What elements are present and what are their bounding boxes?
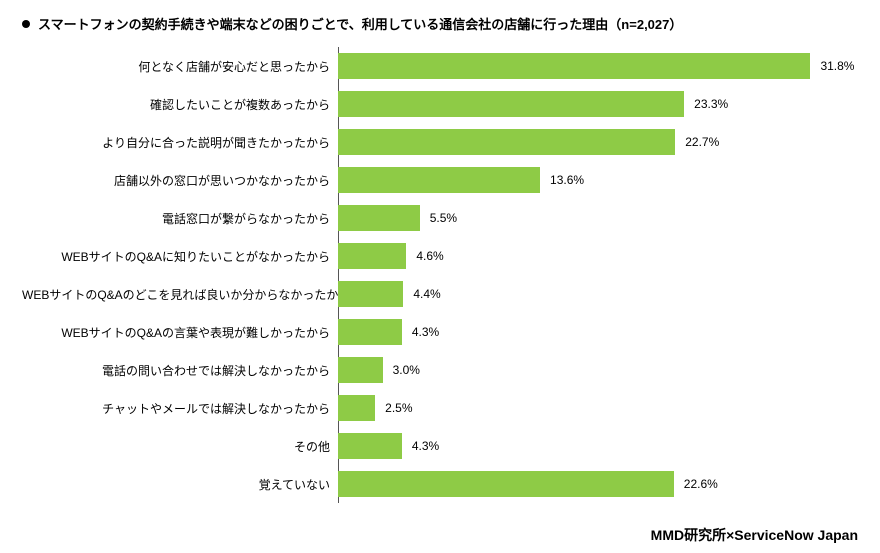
- bar: [338, 243, 406, 269]
- category-label: WEBサイトのQ&Aに知りたいことがなかったから: [22, 248, 338, 265]
- bar-col: 31.8%: [338, 47, 858, 85]
- value-label: 2.5%: [385, 401, 412, 415]
- chart-title: スマートフォンの契約手続きや端末などの困りごとで、利用している通信会社の店舗に行…: [38, 14, 682, 33]
- chart-row: チャットやメールでは解決しなかったから 2.5%: [22, 389, 858, 427]
- bar-col: 2.5%: [338, 389, 858, 427]
- attribution: MMD研究所×ServiceNow Japan: [651, 525, 858, 545]
- value-label: 4.4%: [413, 287, 440, 301]
- chart-row: 確認したいことが複数あったから 23.3%: [22, 85, 858, 123]
- bullet-icon: [22, 20, 30, 28]
- category-label: 何となく店舗が安心だと思ったから: [22, 58, 338, 75]
- value-label: 31.8%: [820, 59, 854, 73]
- category-label: 店舗以外の窓口が思いつかなかったから: [22, 172, 338, 189]
- chart-row: 覚えていない 22.6%: [22, 465, 858, 503]
- bar-col: 22.6%: [338, 465, 858, 503]
- value-label: 23.3%: [694, 97, 728, 111]
- bar-col: 22.7%: [338, 123, 858, 161]
- bar-col: 4.4%: [338, 275, 858, 313]
- bar: [338, 319, 402, 345]
- category-label: WEBサイトのQ&Aの言葉や表現が難しかったから: [22, 324, 338, 341]
- bar: [338, 129, 675, 155]
- value-label: 13.6%: [550, 173, 584, 187]
- bar-col: 4.3%: [338, 427, 858, 465]
- bar: [338, 53, 810, 79]
- chart-row: 電話窓口が繋がらなかったから 5.5%: [22, 199, 858, 237]
- bar: [338, 433, 402, 459]
- bar: [338, 205, 420, 231]
- category-label: 確認したいことが複数あったから: [22, 96, 338, 113]
- bar-col: 4.6%: [338, 237, 858, 275]
- chart-row: その他 4.3%: [22, 427, 858, 465]
- chart-row: 電話の問い合わせでは解決しなかったから 3.0%: [22, 351, 858, 389]
- chart-page: スマートフォンの契約手続きや端末などの困りごとで、利用している通信会社の店舗に行…: [0, 0, 880, 553]
- chart-row: WEBサイトのQ&Aに知りたいことがなかったから 4.6%: [22, 237, 858, 275]
- value-label: 22.7%: [685, 135, 719, 149]
- value-label: 5.5%: [430, 211, 457, 225]
- bar-col: 23.3%: [338, 85, 858, 123]
- bar: [338, 281, 403, 307]
- category-label: WEBサイトのQ&Aのどこを見れば良いか分からなかったから: [22, 286, 338, 303]
- category-label: 電話の問い合わせでは解決しなかったから: [22, 362, 338, 379]
- chart-row: 店舗以外の窓口が思いつかなかったから 13.6%: [22, 161, 858, 199]
- bar-col: 4.3%: [338, 313, 858, 351]
- chart-row: WEBサイトのQ&Aのどこを見れば良いか分からなかったから 4.4%: [22, 275, 858, 313]
- value-label: 4.6%: [416, 249, 443, 263]
- bar: [338, 167, 540, 193]
- value-label: 3.0%: [393, 363, 420, 377]
- bar: [338, 91, 684, 117]
- value-label: 4.3%: [412, 325, 439, 339]
- bar-col: 5.5%: [338, 199, 858, 237]
- chart-row: 何となく店舗が安心だと思ったから 31.8%: [22, 47, 858, 85]
- bar: [338, 395, 375, 421]
- chart-row: より自分に合った説明が聞きたかったから 22.7%: [22, 123, 858, 161]
- category-label: より自分に合った説明が聞きたかったから: [22, 134, 338, 151]
- bar-chart: 何となく店舗が安心だと思ったから 31.8% 確認したいことが複数あったから 23.3…: [22, 47, 858, 503]
- category-label: 電話窓口が繋がらなかったから: [22, 210, 338, 227]
- category-label: その他: [22, 438, 338, 455]
- value-label: 22.6%: [684, 477, 718, 491]
- value-label: 4.3%: [412, 439, 439, 453]
- category-label: チャットやメールでは解決しなかったから: [22, 400, 338, 417]
- bar: [338, 357, 383, 383]
- bar: [338, 471, 674, 497]
- bar-col: 3.0%: [338, 351, 858, 389]
- chart-row: WEBサイトのQ&Aの言葉や表現が難しかったから 4.3%: [22, 313, 858, 351]
- bar-col: 13.6%: [338, 161, 858, 199]
- category-label: 覚えていない: [22, 476, 338, 493]
- title-row: スマートフォンの契約手続きや端末などの困りごとで、利用している通信会社の店舗に行…: [22, 14, 858, 33]
